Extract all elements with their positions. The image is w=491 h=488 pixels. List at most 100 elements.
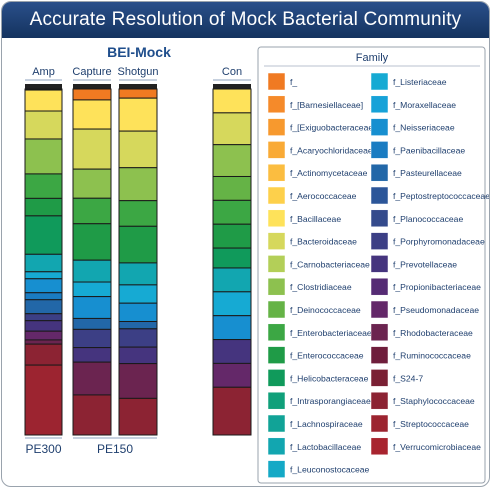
legend-label-29: f_Rhodobacteraceae bbox=[393, 328, 473, 338]
bar-segment-capture-11 bbox=[72, 347, 112, 363]
bar-segment-con-9 bbox=[212, 315, 252, 341]
title-banner: Accurate Resolution of Mock Bacterial Co… bbox=[2, 2, 489, 38]
bar-segment-capture-13 bbox=[72, 394, 112, 436]
bar-segment-shotgun-11 bbox=[118, 346, 158, 365]
legend-swatch-3 bbox=[267, 141, 286, 159]
legend-swatch-25 bbox=[370, 232, 389, 250]
legend-swatch-21 bbox=[370, 141, 389, 159]
legend-swatch-32 bbox=[370, 391, 389, 410]
legend-label-10: f_Deinococcaceae bbox=[290, 305, 361, 315]
run-group-label-pe150: PE150 bbox=[97, 442, 133, 456]
legend-swatch-34 bbox=[370, 437, 389, 456]
category-label-capture: Capture bbox=[72, 66, 111, 78]
legend-label-9: f_Clostridiaceae bbox=[290, 282, 352, 292]
legend-swatch-13 bbox=[267, 369, 286, 387]
bar-segment-amp-12 bbox=[24, 313, 63, 322]
legend-label-17: f_Leuconostocaceae bbox=[290, 465, 370, 475]
bar-segment-capture-5 bbox=[72, 223, 112, 261]
bar-segment-amp-8 bbox=[24, 271, 63, 280]
bar-segment-shotgun-8 bbox=[118, 302, 158, 322]
bar-segment-capture-2 bbox=[72, 128, 112, 170]
bar-segment-capture-12 bbox=[72, 361, 112, 396]
bar-segment-con-3 bbox=[212, 175, 252, 201]
bar-segment-amp-6 bbox=[24, 215, 63, 255]
legend-label-4: f_Actinomycetaceae bbox=[290, 168, 368, 178]
legend-label-0: f_ bbox=[290, 77, 297, 87]
bar-segment-shotgun-5 bbox=[118, 225, 158, 264]
legend-swatch-16 bbox=[267, 437, 286, 456]
bar-segment-amp-9 bbox=[24, 278, 63, 294]
legend-label-34: f_Verrucomicrobiaceae bbox=[393, 442, 481, 452]
legend-label-24: f_Planococcaceae bbox=[393, 214, 463, 224]
bar-segment-capture-9 bbox=[72, 317, 112, 330]
bar-segment-con-0 bbox=[212, 88, 252, 114]
chart-title: Accurate Resolution of Mock Bacterial Co… bbox=[29, 9, 462, 30]
bar-segment-con-6 bbox=[212, 247, 252, 269]
legend-label-19: f_Moraxellaceae bbox=[393, 100, 456, 110]
group-title: BEI-Mock bbox=[107, 44, 171, 60]
bar-segment-shotgun-2 bbox=[118, 130, 158, 169]
bar-segment-amp-14 bbox=[24, 330, 63, 341]
legend-label-8: f_Carnobacteriaceae bbox=[290, 259, 370, 269]
bar-segment-shotgun-9 bbox=[118, 320, 158, 330]
legend-swatch-4 bbox=[267, 163, 286, 182]
legend-swatch-17 bbox=[267, 460, 286, 478]
legend-label-14: f_Intrasporangiaceae bbox=[290, 396, 371, 406]
legend-label-25: f_Porphyromonadaceae bbox=[393, 237, 485, 247]
legend-swatch-20 bbox=[370, 118, 389, 136]
bar-segment-capture-7 bbox=[72, 281, 112, 298]
bar-segment-shotgun-3 bbox=[118, 167, 158, 202]
bar-segment-capture-0 bbox=[72, 88, 112, 101]
bar-segment-amp-2 bbox=[24, 110, 63, 140]
legend-label-26: f_Prevotellaceae bbox=[393, 259, 457, 269]
legend-label-21: f_Paenibacillaceae bbox=[393, 145, 465, 155]
legend-swatch-19 bbox=[370, 95, 389, 114]
category-label-con: Con bbox=[222, 66, 242, 78]
legend-swatch-14 bbox=[267, 391, 286, 410]
legend-label-20: f_Neisseriaceae bbox=[393, 123, 455, 133]
legend-swatch-10 bbox=[267, 300, 286, 319]
bar-segment-shotgun-1 bbox=[118, 97, 158, 132]
bar-segment-amp-4 bbox=[24, 173, 63, 199]
legend-label-1: f_[Barnesiellaceae] bbox=[290, 100, 363, 110]
legend-swatch-6 bbox=[267, 209, 286, 228]
legend-label-15: f_Lachnospiraceae bbox=[290, 419, 363, 429]
bar-segment-amp-15 bbox=[24, 339, 63, 345]
bar-segment-amp-10 bbox=[24, 292, 63, 301]
bar-segment-con-5 bbox=[212, 223, 252, 249]
legend-label-2: f_[Exiguobacteraceae bbox=[290, 123, 373, 133]
legend-label-3: f_Acaryochloridaceae bbox=[290, 145, 373, 155]
legend-label-16: f_Lactobacillaceae bbox=[290, 442, 361, 452]
bar-segment-con-10 bbox=[212, 339, 252, 364]
legend-label-23: f_Peptostreptococcaceae bbox=[393, 191, 489, 201]
bar-segment-amp-5 bbox=[24, 197, 63, 217]
bar-segment-amp-16 bbox=[24, 343, 63, 366]
bar-segment-amp-13 bbox=[24, 320, 63, 332]
legend-swatch-9 bbox=[267, 277, 286, 296]
bar-segment-con-11 bbox=[212, 362, 252, 388]
legend-swatch-7 bbox=[267, 232, 286, 250]
bar-segment-con-1 bbox=[212, 112, 252, 146]
bar-cap-con bbox=[213, 84, 251, 89]
legend-label-33: f_Streptococcaceae bbox=[393, 419, 469, 429]
legend-swatch-27 bbox=[370, 277, 389, 296]
bar-segment-capture-6 bbox=[72, 259, 112, 283]
legend-swatch-2 bbox=[267, 118, 286, 136]
legend-label-12: f_Enterococcaceae bbox=[290, 351, 364, 361]
legend-swatch-22 bbox=[370, 163, 389, 182]
bar-segment-capture-8 bbox=[72, 296, 112, 319]
legend-label-22: f_Pasteurellaceae bbox=[393, 168, 462, 178]
legend-swatch-0 bbox=[267, 72, 286, 91]
bar-segment-con-2 bbox=[212, 144, 252, 177]
bar-segment-capture-4 bbox=[72, 197, 112, 225]
legend-label-32: f_Staphylococcaceae bbox=[393, 396, 475, 406]
legend-label-6: f_Bacillaceae bbox=[290, 214, 341, 224]
legend-label-31: f_S24-7 bbox=[393, 373, 423, 383]
legend-label-7: f_Bacteroidaceae bbox=[290, 237, 357, 247]
legend-label-18: f_Listeriaceae bbox=[393, 77, 447, 87]
bar-segment-con-4 bbox=[212, 199, 252, 225]
bar-segment-capture-10 bbox=[72, 328, 112, 349]
legend-swatch-15 bbox=[267, 414, 286, 433]
legend-swatch-8 bbox=[267, 255, 286, 273]
